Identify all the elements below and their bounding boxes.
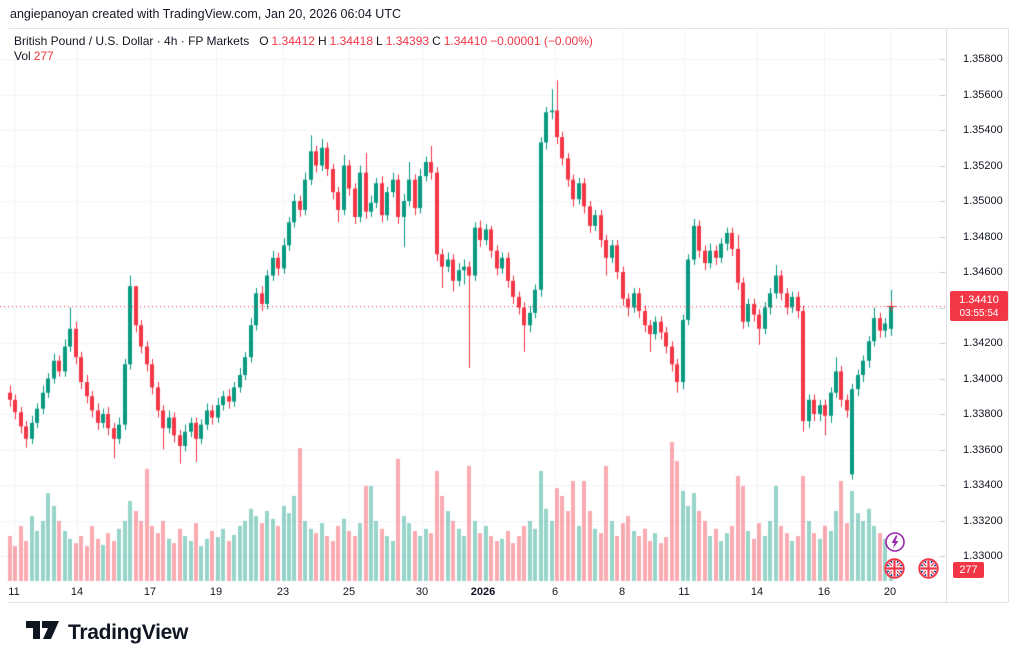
last-volume-badge: 277 (953, 562, 984, 578)
change-value: −0.00001 (−0.00%) (490, 34, 593, 48)
time-axis-label: 11 (678, 586, 690, 598)
time-axis-label: 23 (276, 586, 290, 598)
price-axis-label: 1.35800 (963, 53, 1003, 65)
open-label: O (259, 34, 269, 48)
tradingview-logo-icon (26, 618, 60, 647)
price-axis-label: 1.33400 (963, 479, 1003, 491)
open-value: 1.34412 (271, 34, 315, 48)
close-value: 1.34410 (443, 34, 488, 48)
time-axis-label: 8 (618, 586, 626, 598)
volume-value: 277 (33, 49, 54, 63)
price-axis-label: 1.34800 (963, 230, 1003, 243)
volume-label[interactable]: Vol (14, 49, 31, 63)
price-axis-label: 1.33600 (963, 443, 1003, 456)
price-axis-label: 1.35000 (963, 195, 1003, 207)
candlestick-chart[interactable] (0, 28, 946, 602)
chart-right-border (1008, 28, 1009, 602)
bar-countdown: 03:55:54 (959, 308, 999, 319)
time-axis-label: 19 (209, 586, 223, 598)
tradingview-logo[interactable]: TradingView (26, 618, 188, 647)
price-axis-label: 1.35200 (963, 159, 1003, 172)
time-axis-label: 11 (8, 586, 20, 598)
uk-flag-event-icon[interactable] (884, 558, 905, 584)
price-axis-label: 1.35400 (963, 124, 1003, 136)
price-axis-separator[interactable] (946, 28, 947, 602)
time-axis-label: 14 (750, 586, 764, 598)
low-value: 1.34393 (385, 34, 430, 48)
low-label: L (376, 34, 383, 48)
uk-flag-event-icon[interactable] (918, 558, 939, 584)
last-price-badge: 1.34410 03:55:54 (950, 291, 1008, 321)
time-axis-label: 16 (817, 586, 831, 598)
price-axis-label: 1.33000 (963, 550, 1003, 562)
price-axis-label: 1.33200 (963, 514, 1003, 527)
last-price-value: 1.34410 (959, 294, 999, 306)
time-axis-label: 2026 (470, 586, 496, 598)
time-axis-label: 17 (143, 586, 157, 598)
time-axis-label: 30 (415, 586, 429, 598)
time-axis-label: 6 (551, 586, 559, 598)
symbol-title[interactable]: British Pound / U.S. Dollar · 4h · FP Ma… (14, 34, 250, 48)
close-label: C (432, 34, 441, 48)
tradingview-logo-text: TradingView (68, 620, 189, 644)
time-axis-label: 20 (883, 586, 897, 598)
time-axis-label: 25 (342, 586, 356, 598)
price-axis-label: 1.35600 (963, 88, 1003, 101)
price-axis-label: 1.34200 (963, 337, 1003, 349)
price-axis-label: 1.34000 (963, 372, 1003, 385)
high-value: 1.34418 (329, 34, 373, 48)
watermark-attribution: angiepanoyan created with TradingView.co… (10, 7, 401, 21)
price-axis-label: 1.33800 (963, 408, 1003, 420)
high-label: H (317, 34, 327, 48)
chart-legend: British Pound / U.S. Dollar · 4h · FP Ma… (14, 34, 596, 64)
time-axis-label: 14 (70, 586, 84, 598)
chart-bottom-border (8, 602, 1008, 603)
economic-event-lightning-icon[interactable] (885, 532, 905, 557)
price-axis-label: 1.34600 (963, 266, 1003, 278)
